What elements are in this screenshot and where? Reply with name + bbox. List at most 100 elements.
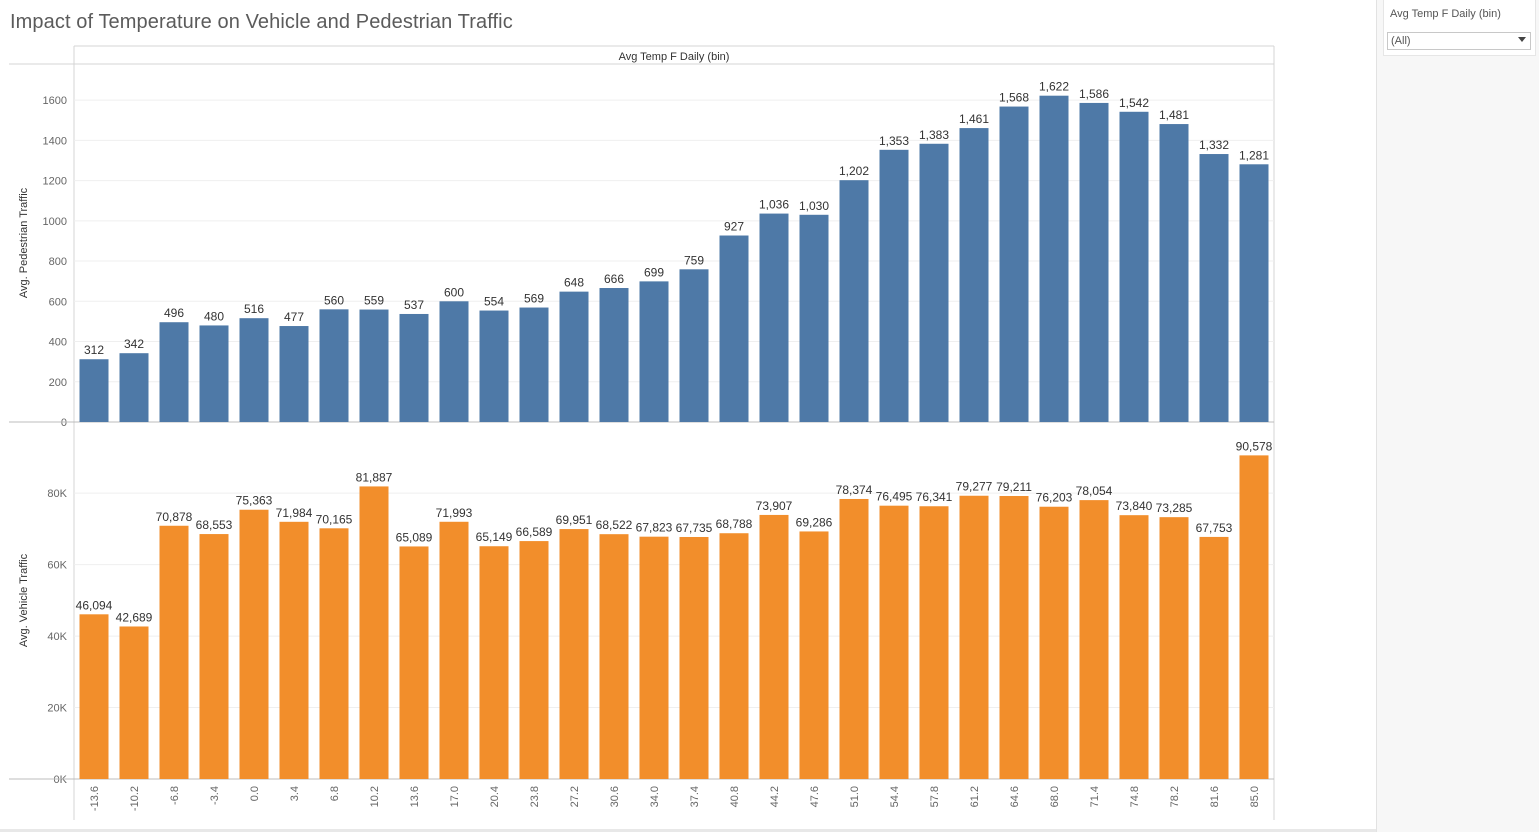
vehicle-data-label: 73,285 (1156, 501, 1193, 515)
vehicle-bar (639, 536, 669, 779)
vehicle-data-label: 42,689 (116, 610, 153, 624)
vehicle-data-label: 69,286 (796, 515, 833, 529)
vehicle-bar (919, 506, 949, 779)
pedestrian-bar (959, 128, 989, 422)
chevron-down-icon[interactable] (1518, 37, 1526, 42)
temp-bin-filter: Avg Temp F Daily (bin) (All) (1383, 0, 1536, 56)
pedestrian-data-label: 480 (204, 309, 224, 323)
vehicle-bar (159, 525, 189, 779)
filter-dropdown[interactable]: (All) (1387, 32, 1531, 50)
pedestrian-data-label: 554 (484, 295, 504, 309)
pedestrian-bar (839, 180, 869, 422)
x-tick-label: 61.2 (969, 786, 981, 807)
x-tick-label: 81.6 (1209, 786, 1221, 807)
y-tick-label: 20K (47, 703, 67, 715)
y-tick-label: 800 (49, 256, 67, 268)
x-tick-label: -10.2 (129, 786, 141, 811)
pedestrian-data-label: 1,030 (799, 199, 829, 213)
vehicle-data-label: 67,753 (1196, 521, 1233, 535)
vehicle-data-label: 78,054 (1076, 484, 1113, 498)
vehicle-data-label: 90,578 (1236, 439, 1273, 453)
vehicle-bar (439, 521, 469, 779)
pedestrian-bar (279, 326, 309, 422)
pedestrian-bar (319, 309, 349, 422)
x-tick-label: 47.6 (809, 786, 821, 807)
pedestrian-data-label: 699 (644, 265, 664, 279)
pedestrian-bar (559, 291, 589, 422)
vehicle-data-label: 65,089 (396, 530, 433, 544)
vehicle-bar (1239, 455, 1269, 779)
vehicle-data-label: 67,823 (636, 521, 673, 535)
x-tick-label: 34.0 (649, 786, 661, 807)
pedestrian-bar (399, 313, 429, 422)
x-tick-label: 10.2 (369, 786, 381, 807)
vehicle-data-label: 70,878 (156, 510, 193, 524)
vehicle-bar (719, 533, 749, 779)
vehicle-bar (319, 528, 349, 779)
vehicle-data-label: 68,522 (596, 518, 633, 532)
vehicle-bar (759, 514, 789, 779)
vehicle-data-label: 76,341 (916, 490, 953, 504)
pedestrian-data-label: 1,481 (1159, 108, 1189, 122)
pedestrian-data-label: 1,202 (839, 164, 869, 178)
pedestrian-data-label: 1,586 (1079, 87, 1109, 101)
pedestrian-bar (159, 322, 189, 422)
filter-selected-value: (All) (1391, 35, 1411, 47)
x-tick-label: -13.6 (89, 786, 101, 811)
pedestrian-bar (719, 235, 749, 422)
vehicle-bar (359, 486, 389, 779)
pedestrian-bar (519, 307, 549, 422)
pedestrian-data-label: 496 (164, 306, 184, 320)
pedestrian-bar (1039, 95, 1069, 422)
x-tick-label: 13.6 (409, 786, 421, 807)
pedestrian-data-label: 1,353 (879, 134, 909, 148)
pedestrian-bar (1119, 111, 1149, 422)
pedestrian-bar (1239, 164, 1269, 422)
pedestrian-data-label: 537 (404, 298, 424, 312)
vehicle-data-label: 71,993 (436, 506, 473, 520)
vehicle-bar (559, 529, 589, 779)
x-tick-label: -3.4 (209, 786, 221, 805)
y-tick-label: 80K (47, 488, 67, 500)
x-tick-label: 20.4 (489, 786, 501, 807)
chart-area: Avg Temp F Daily (bin) 0 200 400 600 800 1000 1… (9, 45, 1275, 820)
vehicle-bar (199, 534, 229, 779)
y-tick-label: 1200 (43, 176, 67, 188)
y-tick-label: 400 (49, 337, 67, 349)
vehicle-bar (1119, 515, 1149, 779)
pedestrian-data-label: 600 (444, 285, 464, 299)
x-tick-label: -6.8 (169, 786, 181, 805)
pedestrian-data-label: 1,383 (919, 128, 949, 142)
pedestrian-bar (119, 353, 149, 422)
pedestrian-data-label: 312 (84, 343, 104, 357)
x-tick-label: 71.4 (1089, 786, 1101, 807)
vehicle-bar (479, 546, 509, 779)
pedestrian-bar (639, 281, 669, 422)
pedestrian-data-label: 342 (124, 337, 144, 351)
y-tick-label: 1400 (43, 135, 67, 147)
column-header: Avg Temp F Daily (bin) (619, 51, 730, 63)
x-tick-label: 57.8 (929, 786, 941, 807)
y-tick-label: 600 (49, 296, 67, 308)
vehicle-data-label: 46,094 (76, 598, 113, 612)
vehicle-bar (959, 495, 989, 779)
x-tick-label: 54.4 (889, 786, 901, 807)
pedestrian-bar (599, 288, 629, 422)
vehicle-bar (1039, 506, 1069, 779)
pedestrian-bar (479, 310, 509, 422)
vehicle-data-label: 76,203 (1036, 491, 1073, 505)
filter-title: Avg Temp F Daily (bin) (1390, 8, 1501, 20)
vehicle-data-label: 68,788 (716, 517, 753, 531)
x-tick-label: 85.0 (1249, 786, 1261, 807)
bottom-scrollbar[interactable] (0, 829, 1376, 832)
vehicle-data-label: 78,374 (836, 483, 873, 497)
x-tick-label: 64.6 (1009, 786, 1021, 807)
x-tick-label: 30.6 (609, 786, 621, 807)
vehicle-data-label: 75,363 (236, 494, 273, 508)
y-tick-label: 60K (47, 560, 67, 572)
vehicle-data-label: 73,907 (756, 499, 793, 513)
y-tick-label: 40K (47, 631, 67, 643)
pedestrian-bar (919, 143, 949, 422)
pedestrian-data-label: 927 (724, 220, 744, 234)
pedestrian-bar (879, 149, 909, 423)
